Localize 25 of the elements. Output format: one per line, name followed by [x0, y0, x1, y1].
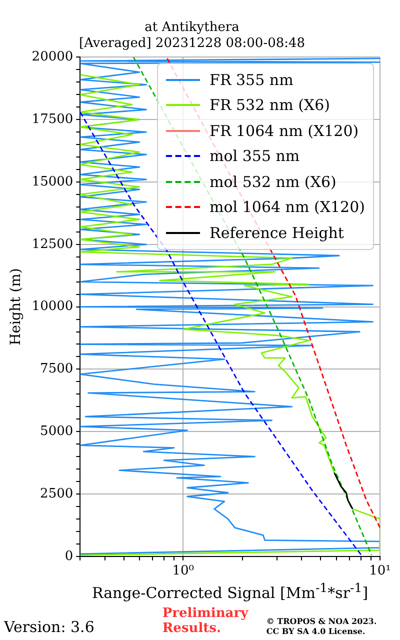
legend-label: FR 355 nm [210, 70, 294, 89]
legend-label: mol 355 nm [210, 147, 300, 166]
text: © TROPOS & NOA 2023. CC BY SA 4.0 License. [266, 616, 377, 636]
text: Version: 3.6 [4, 618, 94, 636]
text: Preliminary Results. [162, 606, 250, 636]
y-tick-label: 0 [64, 548, 74, 564]
legend-label: FR 1064 nm (X120) [210, 122, 359, 140]
x-tick-label: 10⁰ [172, 564, 194, 579]
chart-title: at Antikythera [144, 20, 240, 36]
x-tick-label: 10¹ [369, 564, 391, 579]
x-axis-title: Range-Corrected Signal [Mm$^{-1}$*sr$^{-1}$] [90, 580, 370, 602]
legend-label: mol 1064 nm (X120) [210, 198, 365, 216]
y-tick-label: 17500 [32, 112, 74, 127]
y-tick-label: 7500 [40, 362, 74, 377]
legend-label: FR 532 nm (X6) [210, 96, 330, 114]
y-axis-title: Height (m) [8, 268, 24, 346]
y-tick-label: 2500 [40, 486, 74, 502]
y-tick-label: 20000 [32, 50, 74, 65]
chart-subtitle: [Averaged] 20231228 08:00-08:48 [78, 36, 306, 51]
legend-label: mol 532 nm (X6) [210, 172, 336, 191]
y-tick-label: 10000 [32, 299, 74, 314]
y-tick-label: 12500 [32, 236, 74, 252]
y-tick-label: 15000 [32, 174, 74, 190]
legend-label: Reference Height [210, 224, 344, 242]
y-tick-label: 5000 [40, 424, 74, 439]
